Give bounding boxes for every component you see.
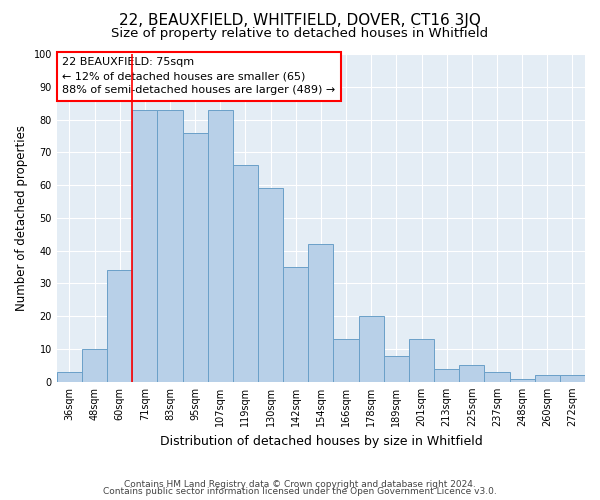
Y-axis label: Number of detached properties: Number of detached properties (15, 125, 28, 311)
Bar (132, 110, 157, 382)
Bar (308, 244, 334, 382)
Bar (107, 270, 132, 382)
Bar (283, 267, 308, 382)
Bar (258, 188, 283, 382)
Bar (560, 375, 585, 382)
Text: 22 BEAUXFIELD: 75sqm
← 12% of detached houses are smaller (65)
88% of semi-detac: 22 BEAUXFIELD: 75sqm ← 12% of detached h… (62, 58, 335, 96)
Bar (359, 316, 384, 382)
Bar (208, 110, 233, 382)
Bar (409, 339, 434, 382)
Text: Contains HM Land Registry data © Crown copyright and database right 2024.: Contains HM Land Registry data © Crown c… (124, 480, 476, 489)
Bar (459, 366, 484, 382)
Bar (384, 356, 409, 382)
Bar (57, 372, 82, 382)
Text: 22, BEAUXFIELD, WHITFIELD, DOVER, CT16 3JQ: 22, BEAUXFIELD, WHITFIELD, DOVER, CT16 3… (119, 12, 481, 28)
Bar (334, 339, 359, 382)
Bar (182, 132, 208, 382)
Bar (535, 375, 560, 382)
Bar (157, 110, 182, 382)
Bar (484, 372, 509, 382)
Text: Contains public sector information licensed under the Open Government Licence v3: Contains public sector information licen… (103, 487, 497, 496)
Text: Size of property relative to detached houses in Whitfield: Size of property relative to detached ho… (112, 28, 488, 40)
X-axis label: Distribution of detached houses by size in Whitfield: Distribution of detached houses by size … (160, 434, 482, 448)
Bar (233, 166, 258, 382)
Bar (509, 378, 535, 382)
Bar (434, 368, 459, 382)
Bar (82, 349, 107, 382)
